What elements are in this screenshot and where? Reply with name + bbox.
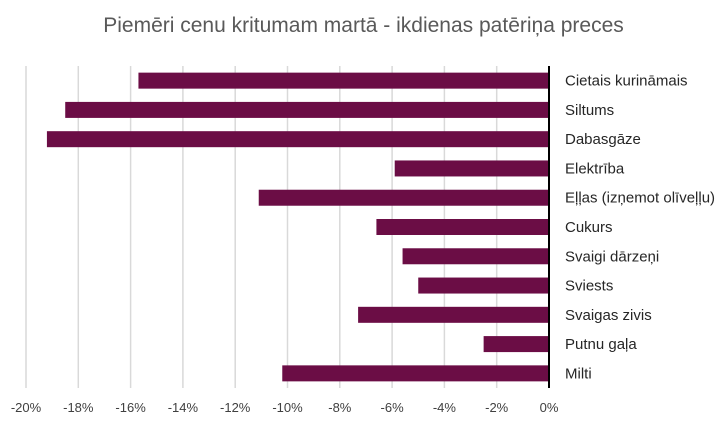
x-tick-label: -18% bbox=[63, 400, 94, 415]
chart-title: Piemēri cenu kritumam martā - ikdienas p… bbox=[103, 14, 624, 37]
bar bbox=[376, 219, 549, 235]
x-tick-labels: -20% -18% -16% -14% -12% -10% -8% -6% -4% -2% 0% bbox=[11, 400, 559, 415]
bar bbox=[65, 101, 549, 118]
bars bbox=[46, 72, 550, 382]
x-tick-label: -4% bbox=[433, 400, 457, 415]
bar bbox=[402, 248, 549, 265]
category-label: Eļļas (izņemot olīveļļu) bbox=[565, 190, 715, 207]
x-tick-label: -16% bbox=[115, 400, 146, 415]
category-labels: Cietais kurināmais Siltums Dabasgāze Elektr… bbox=[565, 73, 715, 383]
category-label: Cukurs bbox=[565, 219, 613, 236]
x-tick-label: -2% bbox=[485, 400, 509, 415]
category-label: Siltums bbox=[565, 102, 614, 119]
x-tick-label: -12% bbox=[220, 400, 251, 415]
bar bbox=[258, 189, 549, 206]
bar bbox=[138, 72, 549, 89]
x-tick-label: -10% bbox=[272, 400, 303, 415]
category-label: Sviests bbox=[565, 278, 613, 295]
bar bbox=[358, 306, 549, 323]
category-label: Elektrība bbox=[565, 160, 625, 177]
x-tick-label: -14% bbox=[168, 400, 199, 415]
x-tick-label: -8% bbox=[328, 400, 352, 415]
x-tick-label: 0% bbox=[540, 400, 559, 415]
x-tick-label: -20% bbox=[11, 400, 42, 415]
x-tick-label: -6% bbox=[381, 400, 405, 415]
category-label: Putnu gaļa bbox=[565, 336, 637, 353]
bar bbox=[483, 336, 549, 353]
bar bbox=[394, 160, 549, 177]
bar bbox=[282, 365, 549, 382]
bar bbox=[46, 131, 550, 148]
category-label: Milti bbox=[565, 365, 592, 382]
category-label: Cietais kurināmais bbox=[565, 73, 688, 90]
category-label: Dabasgāze bbox=[565, 131, 641, 148]
bar bbox=[418, 277, 549, 294]
category-label: Svaigas zivis bbox=[565, 307, 652, 324]
category-label: Svaigi dārzeņi bbox=[565, 248, 659, 265]
